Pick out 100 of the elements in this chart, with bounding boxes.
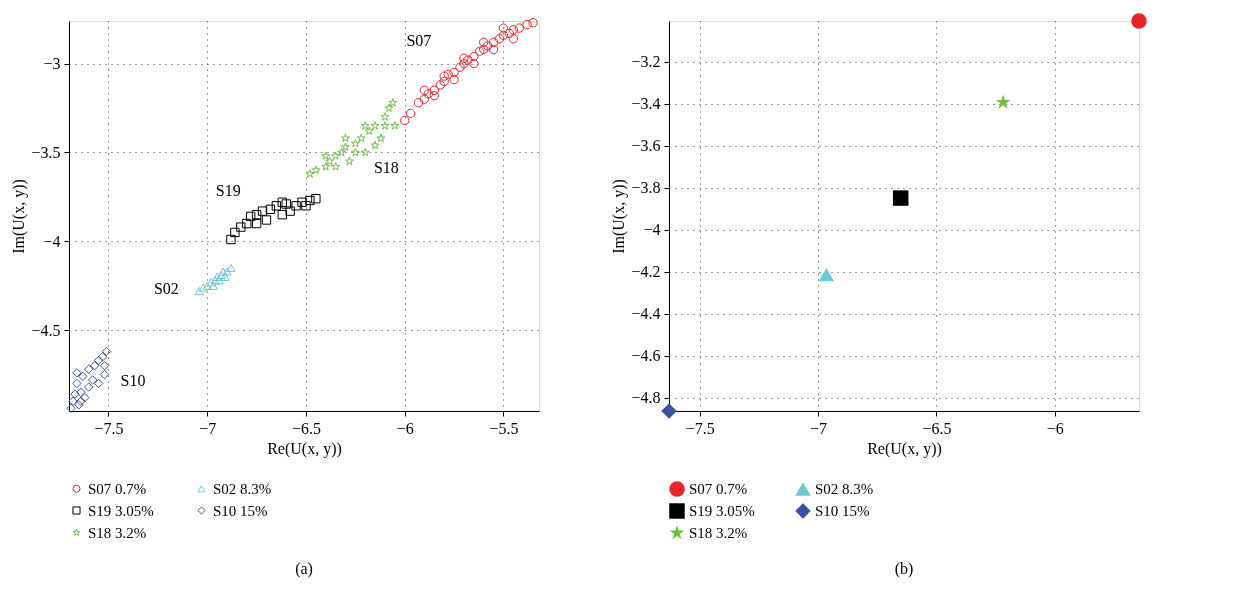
point	[488, 44, 499, 55]
point	[305, 195, 315, 206]
point	[198, 283, 208, 292]
point	[297, 197, 307, 207]
x-tick-label: −6	[1046, 419, 1064, 437]
point	[277, 197, 287, 207]
point	[89, 361, 100, 371]
point	[419, 85, 430, 95]
point	[271, 201, 282, 211]
point	[388, 98, 398, 107]
point	[72, 368, 82, 378]
point	[463, 55, 473, 65]
point	[93, 355, 104, 366]
point	[435, 80, 445, 90]
annotation: S02	[153, 280, 179, 298]
point	[84, 364, 94, 374]
point	[220, 272, 230, 281]
y-tick-label: −3.4	[631, 95, 661, 113]
point	[214, 276, 224, 285]
point	[202, 281, 212, 290]
point	[661, 403, 677, 419]
point	[370, 121, 380, 130]
point	[419, 94, 430, 104]
point	[66, 403, 76, 414]
point	[70, 389, 80, 399]
point	[93, 378, 104, 389]
point	[97, 352, 108, 362]
y-tick-label: −3	[43, 55, 61, 73]
point	[400, 115, 410, 126]
point	[376, 133, 386, 143]
point	[84, 382, 94, 392]
text: (b)	[894, 560, 914, 578]
point	[380, 112, 390, 121]
point	[74, 400, 84, 410]
point	[101, 346, 112, 357]
point	[469, 58, 479, 69]
point	[325, 156, 335, 166]
point	[455, 62, 465, 72]
point	[818, 267, 835, 282]
point	[194, 286, 205, 296]
point	[305, 169, 315, 178]
legend-label: S10 15%	[213, 502, 268, 519]
point	[236, 222, 246, 232]
y-tick-label: −4.8	[631, 389, 661, 407]
point	[423, 89, 434, 99]
point	[216, 270, 226, 280]
point	[429, 90, 440, 101]
point	[230, 227, 240, 238]
annotation: S07	[406, 31, 432, 49]
x-axis-title: Re(U(x, y))	[267, 439, 342, 458]
point	[321, 151, 331, 160]
legend-label: S18 3.2%	[689, 525, 748, 541]
point	[479, 37, 489, 47]
point	[212, 272, 222, 281]
point	[469, 51, 479, 62]
x-tick-label: −7.5	[685, 419, 715, 437]
legend-label: S02 8.3%	[213, 480, 272, 497]
annotation: S18	[373, 159, 399, 177]
point	[337, 147, 346, 157]
point	[429, 85, 440, 95]
point	[390, 121, 400, 130]
x-tick-label: −6.5	[291, 419, 321, 437]
point	[995, 94, 1011, 109]
point	[479, 44, 489, 55]
y-tick-label: −4.2	[631, 263, 661, 281]
point	[311, 193, 321, 204]
point	[350, 138, 360, 148]
point	[265, 204, 276, 215]
point	[226, 234, 236, 245]
point	[439, 71, 449, 81]
point	[331, 162, 341, 171]
point	[380, 121, 390, 130]
point	[246, 211, 256, 222]
y-tick-label: −3.6	[631, 137, 661, 155]
point	[76, 387, 86, 398]
y-axis-title: Im(U(x, y))	[10, 179, 29, 254]
y-tick-label: −3.8	[631, 179, 661, 197]
point	[257, 206, 268, 216]
point	[482, 41, 493, 51]
point	[1131, 13, 1147, 29]
legend-label: S19 3.05%	[689, 503, 755, 519]
point	[311, 165, 321, 175]
point	[488, 37, 499, 47]
point	[340, 133, 350, 143]
point	[360, 121, 370, 130]
point	[508, 25, 519, 35]
point	[99, 369, 110, 380]
annotation: S19	[215, 182, 241, 200]
point	[449, 74, 459, 85]
point	[514, 23, 524, 33]
x-tick-label: −5.5	[489, 419, 519, 437]
point	[356, 133, 366, 143]
annotation: S10	[120, 372, 146, 390]
point	[68, 396, 78, 406]
point	[88, 375, 98, 385]
point	[449, 67, 459, 78]
point	[494, 34, 505, 44]
point	[301, 201, 311, 211]
point	[344, 156, 354, 166]
y-tick-label: −4.4	[631, 305, 661, 323]
